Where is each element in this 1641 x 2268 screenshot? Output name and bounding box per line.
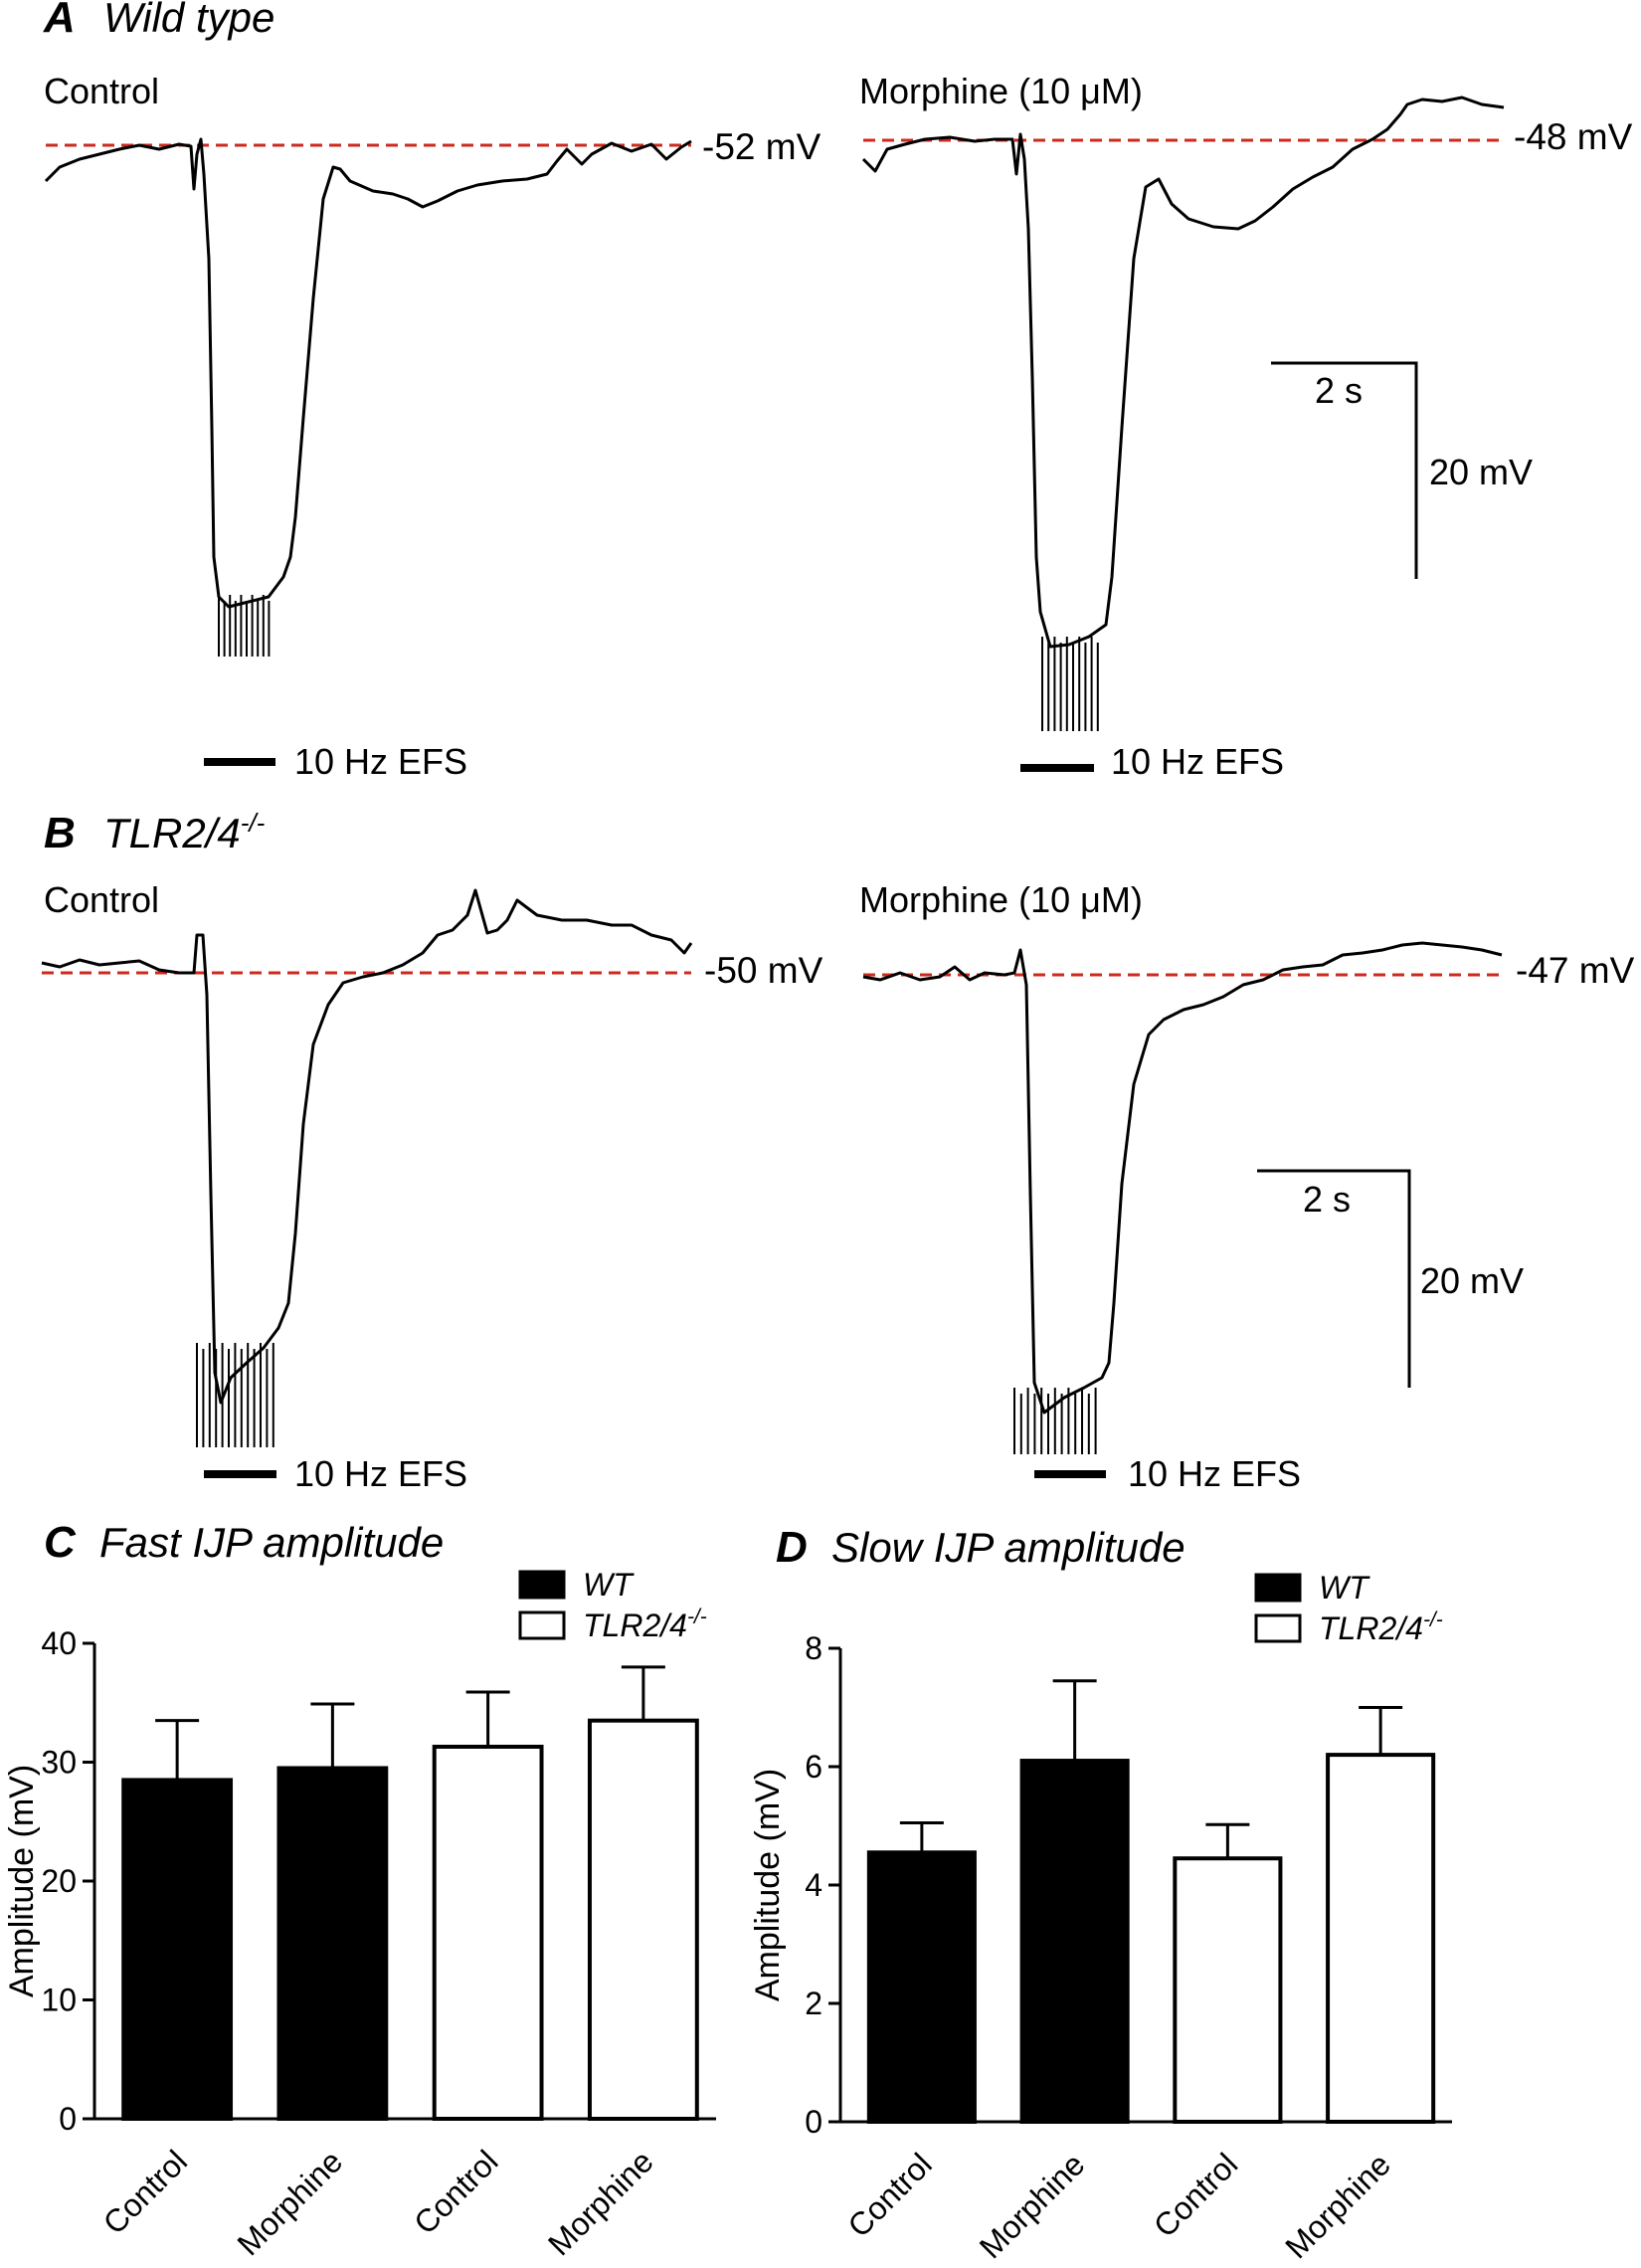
y-tick-label: 6 [805,1749,822,1785]
scale-bar-b-voltage-label: 20 mV [1420,1260,1524,1301]
y-tick-label: 20 [41,1863,77,1899]
trace-b-morphine-label: Morphine (10 μM) [859,879,1143,920]
trace-a-control-label: Control [44,71,159,111]
trace-b-control-baseline-label: -50 mV [704,950,823,991]
x-tick-label: Control [840,2146,938,2243]
trace-a-control-baseline-label: -52 mV [702,126,821,167]
x-tick-label: Morphine [973,2146,1092,2265]
trace-b-morphine-spikes [1013,1388,1097,1454]
bar-tlr-control [432,1744,544,2121]
bar-wt-morphine [1019,1759,1130,2125]
y-tick-label: 0 [805,2104,822,2140]
legend-label: WT [583,1567,635,1603]
trace-b-control-stim-label: 10 Hz EFS [294,1453,467,1494]
legend-swatch [518,1610,566,1640]
y-tick-label: 8 [805,1630,822,1666]
panel-d-title: Slow IJP amplitude [831,1524,1185,1571]
bar-tlr-control [1173,1856,1283,2124]
scale-bar-a [1271,361,1418,579]
x-tick-label: Morphine [541,2143,660,2262]
panel-b-letter: B [44,809,76,857]
legend-label: TLR2/4-/- [583,1606,707,1643]
trace-b-morphine [862,941,1503,1415]
scale-bar-a-time-label: 2 s [1315,370,1363,411]
trace-a-morphine-baseline-label: -48 mV [1514,116,1633,157]
bar-tlr-morphine [587,1718,699,2122]
y-tick-label: 2 [805,1985,822,2021]
scale-bar-a-voltage-label: 20 mV [1429,452,1533,492]
bar-wt-control [121,1778,234,2122]
y-tick-label: 0 [59,2101,77,2137]
trace-a-morphine [861,95,1505,649]
legend-swatch [1254,1573,1302,1603]
legend-swatch [518,1570,566,1600]
y-tick-label: 4 [805,1867,822,1903]
trace-a-control-spikes [218,595,271,657]
trace-b-morphine-baseline-label: -47 mV [1516,950,1635,991]
trace-a-morphine-label: Morphine (10 μM) [859,71,1143,111]
trace-a-morphine-spikes [1041,637,1099,731]
panel-a-letter: A [43,0,76,42]
y-axis-label: Amplitude (mV) [3,1765,41,1997]
panel-c-letter: C [44,1518,77,1567]
trace-b-control [41,888,693,1405]
trace-b-control-label: Control [44,879,159,920]
y-axis-label: Amplitude (mV) [749,1769,787,2001]
chart-d: 0 2 4 6 8 Amplitude (mV) Control Morphine Contro… [749,1570,1452,2265]
x-tick-label: Morphine [231,2143,350,2262]
y-tick-label: 40 [41,1625,77,1661]
y-tick-label: 10 [41,1983,77,2018]
legend-label: WT [1319,1570,1370,1606]
trace-a-control [44,137,692,609]
panel-a-title: Wild type [103,0,274,41]
legend-swatch [1254,1613,1302,1643]
y-tick-label: 30 [41,1745,77,1781]
bar-tlr-morphine [1326,1753,1436,2124]
trace-b-morphine-stim-label: 10 Hz EFS [1128,1453,1301,1494]
bar-wt-control [866,1850,977,2125]
x-tick-label: Morphine [1278,2146,1397,2265]
panel-c-title: Fast IJP amplitude [99,1519,444,1566]
x-tick-label: Control [96,2143,194,2240]
panel-d-letter: D [776,1523,808,1572]
trace-a-control-stim-label: 10 Hz EFS [294,741,467,782]
x-tick-label: Control [407,2143,504,2240]
x-tick-label: Control [1147,2146,1244,2243]
trace-a-morphine-stim-label: 10 Hz EFS [1111,741,1284,782]
chart-c: 0 10 20 30 40 Amplitude (mV) Control Morphine Co… [3,1567,716,2262]
bar-wt-morphine [276,1766,389,2121]
trace-b-control-spikes [196,1343,274,1447]
legend-label: TLR2/4-/- [1319,1608,1443,1646]
panel-b-title: TLR2/4-/- [103,808,266,856]
scale-bar-b-time-label: 2 s [1303,1179,1351,1220]
scale-bar-b [1257,1169,1411,1388]
